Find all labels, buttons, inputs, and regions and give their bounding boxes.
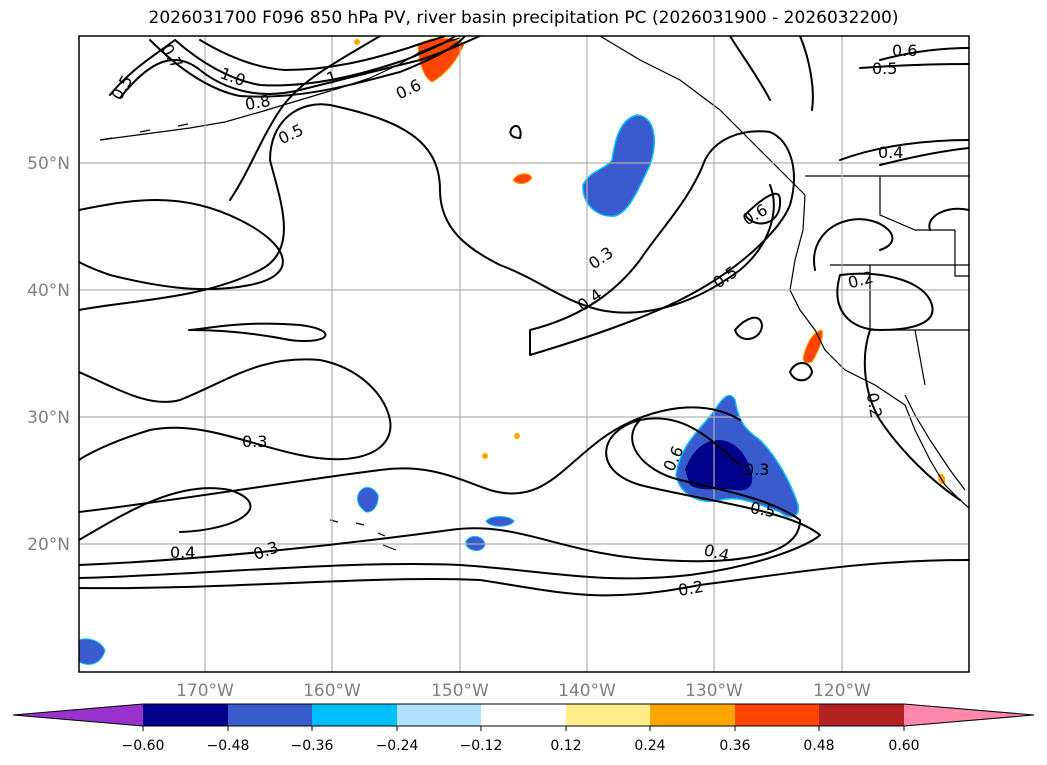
hawaii-islands xyxy=(329,519,397,551)
lat-label: 50°N xyxy=(27,154,70,174)
lon-label: 150°W xyxy=(431,681,489,701)
colorbar-swatch xyxy=(566,704,650,726)
contour-28 xyxy=(729,36,771,101)
lon-label: 160°W xyxy=(303,681,361,701)
contour-5 xyxy=(79,487,252,541)
lon-label: 140°W xyxy=(558,681,616,701)
map-frame xyxy=(78,35,970,673)
contour-19 xyxy=(839,139,969,161)
contour-label: 0.3 xyxy=(242,432,267,451)
precip-blob-hawaii-2 xyxy=(485,516,515,527)
colorbar-swatch xyxy=(735,704,819,726)
contour-21 xyxy=(928,207,969,231)
colorbar-tick-label: 0.24 xyxy=(634,738,665,754)
lon-label: 120°W xyxy=(813,681,871,701)
precip-blob-gulf-orange xyxy=(512,173,533,185)
us-west-coast xyxy=(789,194,891,396)
lat-label: 40°N xyxy=(27,281,70,301)
colorbar-extend-left xyxy=(13,704,143,726)
colorbar-tick-label: −0.60 xyxy=(122,738,165,754)
alaska-coast xyxy=(99,37,461,141)
contour-20 xyxy=(879,147,969,166)
contour-9 xyxy=(79,103,775,314)
gulf-california xyxy=(904,394,966,491)
coastlines xyxy=(99,36,969,551)
precipitation-shading xyxy=(79,37,946,665)
precip-blob-california-orange xyxy=(802,329,823,364)
contour-label: 0.2 xyxy=(863,391,886,419)
map-area: 0.5 0.7 1.0 0.8 0.5 1 0.6 0.6 0.5 0.4 0.… xyxy=(79,36,969,672)
colorbar-tick-label: 0.48 xyxy=(803,738,834,754)
contour-13 xyxy=(789,362,813,382)
contour-27 xyxy=(109,39,176,96)
contour-24 xyxy=(149,36,466,98)
lat-label: 20°N xyxy=(27,535,70,555)
contour-29 xyxy=(799,36,814,111)
colorbar-swatch xyxy=(819,704,904,726)
lon-label: 170°W xyxy=(176,681,234,701)
contour-12 xyxy=(734,316,763,340)
contour-label: 0.8 xyxy=(243,91,271,114)
colorbar-swatch xyxy=(143,704,228,726)
contour-10 xyxy=(529,130,795,356)
contour-8 xyxy=(79,199,284,291)
contour-26 xyxy=(199,36,446,71)
contour-4 xyxy=(79,406,741,513)
contour-22 xyxy=(229,36,381,201)
contour-7 xyxy=(188,322,327,342)
colorbar-swatch xyxy=(481,704,566,726)
colorbar-ticks xyxy=(142,726,905,731)
contour-30 xyxy=(509,124,522,139)
contour-label: 0.4 xyxy=(170,543,195,562)
colorbar-swatch xyxy=(228,704,312,726)
contour-25 xyxy=(174,36,456,87)
contour-label: 0.6 xyxy=(892,41,917,60)
contour-label: 0.3 xyxy=(744,460,769,479)
precip-blob-hawaii-1 xyxy=(357,487,379,513)
contour-15 xyxy=(813,218,894,271)
precip-blob-subtropical-core xyxy=(685,440,753,491)
latitude-labels: 50°N 40°N 30°N 20°N xyxy=(27,154,70,555)
colorbar: −0.60 −0.48 −0.36 −0.24 −0.12 0.12 0.24 … xyxy=(12,703,1035,754)
contour-23 xyxy=(119,36,481,99)
contour-label: 0.4 xyxy=(878,143,903,162)
map-title: 2026031700 F096 850 hPa PV, river basin … xyxy=(148,8,899,28)
contour-label: 0.5 xyxy=(872,59,897,78)
contour-18 xyxy=(859,63,969,69)
colorbar-tick-label: 0.12 xyxy=(550,738,581,754)
precip-blob-southwest-corner xyxy=(79,638,106,665)
colorbar-tick-label: −0.24 xyxy=(376,738,419,754)
bc-coast xyxy=(599,36,806,196)
gridlines xyxy=(79,36,969,672)
contour-11 xyxy=(744,192,782,225)
precip-blob-north-pacific xyxy=(582,114,655,217)
contour-17 xyxy=(879,47,969,61)
precip-spot-3 xyxy=(354,39,360,45)
contour-label: 0.5 xyxy=(749,498,777,521)
contour-1 xyxy=(79,559,969,597)
colorbar-tick-label: −0.48 xyxy=(207,738,250,754)
pv-contours xyxy=(79,36,969,597)
precip-spot-2 xyxy=(514,433,520,439)
lat-label: 30°N xyxy=(27,408,70,428)
contour-14 xyxy=(836,272,934,331)
colorbar-tick-label: −0.12 xyxy=(460,738,503,754)
colorbar-tick-label: −0.36 xyxy=(291,738,334,754)
colorbar-tick-label: 0.36 xyxy=(719,738,750,754)
contour-16 xyxy=(863,329,961,501)
contour-6 xyxy=(79,358,392,461)
contour-3 xyxy=(79,419,801,566)
colorbar-tick-label: 0.60 xyxy=(888,738,919,754)
precip-spot-1 xyxy=(482,453,488,459)
contour-label: 0.2 xyxy=(677,577,705,600)
lon-label: 130°W xyxy=(685,681,743,701)
colorbar-swatch xyxy=(312,704,397,726)
colorbar-swatch xyxy=(397,704,481,726)
colorbar-swatch xyxy=(650,704,735,726)
contour-2 xyxy=(79,417,821,580)
longitude-labels: 170°W 160°W 150°W 140°W 130°W 120°W xyxy=(176,681,871,701)
aleutians xyxy=(99,123,189,141)
colorbar-extend-right xyxy=(904,704,1034,726)
